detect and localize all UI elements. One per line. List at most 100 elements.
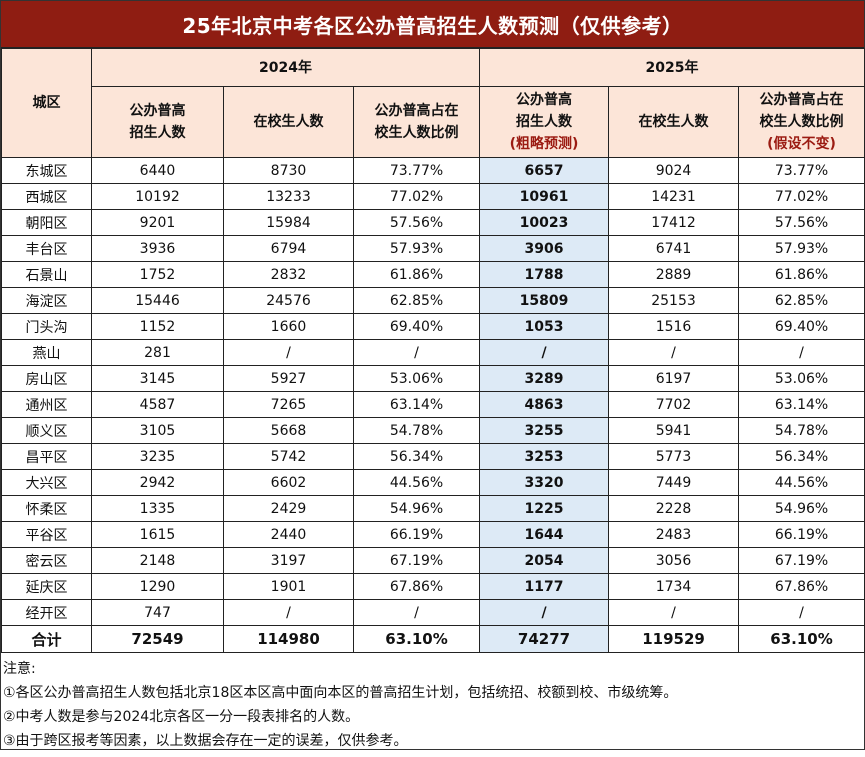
cell-students-2025: / <box>608 339 740 366</box>
cell-admit-2024: 3145 <box>91 365 224 392</box>
cell-students-2024: 5927 <box>223 365 354 392</box>
cell-students-2025: 14231 <box>608 183 740 210</box>
cell-students-2024: / <box>223 599 354 626</box>
table-row: 延庆区 1290 1901 67.86% 1177 1734 67.86% <box>1 573 865 600</box>
cell-ratio-2024: 56.34% <box>352 443 481 470</box>
cell-admit-2024: 2942 <box>91 469 224 496</box>
cell-students-2024: 8730 <box>223 157 354 184</box>
col-admit-2024-label: 公办普高 招生人数 <box>129 103 186 141</box>
col-admit-2024: 公办普高 招生人数 <box>91 86 224 158</box>
cell-district: 延庆区 <box>1 573 92 600</box>
col-admit-2025: 公办普高 招生人数 (粗略预测) <box>479 86 610 158</box>
year-2025-header: 2025年 <box>479 48 865 87</box>
cell-admit-2024: 1152 <box>91 313 224 340</box>
cell-district: 房山区 <box>1 365 92 392</box>
cell-ratio-2025: 44.56% <box>738 469 865 496</box>
cell-admit-2025: 3289 <box>479 365 610 392</box>
cell-district: 东城区 <box>1 157 92 184</box>
cell-district: 大兴区 <box>1 469 92 496</box>
cell-admit-2024: 6440 <box>91 157 224 184</box>
cell-admit-2024: 3235 <box>91 443 224 470</box>
cell-admit-2024: 1335 <box>91 495 224 522</box>
cell-ratio-2024: 54.96% <box>352 495 481 522</box>
cell-district: 门头沟 <box>1 313 92 340</box>
cell-students-2024: 1660 <box>223 313 354 340</box>
col-admit-2025-label: 公办普高 招生人数 <box>516 92 573 130</box>
cell-students-2025: 1734 <box>608 573 740 600</box>
cell-admit-2025: 3320 <box>479 469 610 496</box>
notes-heading: 注意: <box>3 661 36 677</box>
cell-ratio-2024: 67.86% <box>352 573 481 600</box>
cell-students-2024: 24576 <box>223 287 354 314</box>
cell-district: 通州区 <box>1 391 92 418</box>
cell-students-2025: 6741 <box>608 235 740 262</box>
cell-students-2025: 5941 <box>608 417 740 444</box>
table-row: 经开区 747// / / / <box>1 599 865 626</box>
cell-students-2024: 3197 <box>223 547 354 574</box>
cell-students-2024: 1901 <box>223 573 354 600</box>
table-row: 大兴区 2942 6602 44.56% 3320 7449 44.56% <box>1 469 865 496</box>
cell-admit-2025: / <box>479 339 610 366</box>
cell-admit-2024: 281 <box>91 339 224 366</box>
cell-admit-2025: 1788 <box>479 261 610 288</box>
cell-admit-2025: 1225 <box>479 495 610 522</box>
year-2024-header: 2024年 <box>90 48 481 87</box>
cell-admit-2024: 15446 <box>91 287 224 314</box>
cell-ratio-2024: 53.06% <box>352 365 481 392</box>
cell-students-2025: 3056 <box>608 547 740 574</box>
table-row: 东城区 6440 8730 73.77% 6657 9024 73.77% <box>1 157 865 184</box>
cell-district: 怀柔区 <box>1 495 92 522</box>
district-header: 城区 <box>1 48 92 158</box>
col-ratio-2025: 公办普高占在 校生人数比例 (假设不变) <box>738 86 865 158</box>
cell-ratio-2025: 54.78% <box>738 417 865 444</box>
cell-admit-2025: 3906 <box>479 235 610 262</box>
cell-ratio-2025: 63.14% <box>738 391 865 418</box>
table-row: 怀柔区 1335 2429 54.96% 1225 2228 54.96% <box>1 495 865 522</box>
cell-district: 燕山 <box>1 339 92 366</box>
col-ratio-2024: 公办普高占在 校生人数比例 <box>352 86 481 158</box>
cell-students-2024: 6794 <box>223 235 354 262</box>
cell-admit-2024: 3936 <box>91 235 224 262</box>
cell-ratio-2025: 66.19% <box>738 521 865 548</box>
cell-ratio-2024: 73.77% <box>352 157 481 184</box>
cell-admit-2024: 747 <box>91 599 224 626</box>
col-students-2024-label: 在校生人数 <box>253 114 324 130</box>
table-title: 25年北京中考各区公办普高招生人数预测（仅供参考） <box>1 1 864 48</box>
table-row: 通州区 4587 7265 63.14% 4863 7702 63.14% <box>1 391 865 418</box>
cell-admit-2024: 10192 <box>91 183 224 210</box>
cell-ratio-2025: 67.86% <box>738 573 865 600</box>
cell-students-2025: / <box>608 599 740 626</box>
cell-admit-2025: 74277 <box>479 625 610 653</box>
cell-ratio-2025: / <box>738 339 865 366</box>
notes-section: 注意: ①各区公办普高招生人数包括北京18区本区高中面向本区的普高招生计划，包括… <box>1 653 864 757</box>
cell-ratio-2025: 57.56% <box>738 209 865 236</box>
cell-students-2024: 15984 <box>223 209 354 236</box>
col-ratio-2025-note: (假设不变) <box>767 136 836 152</box>
cell-ratio-2024: 57.56% <box>352 209 481 236</box>
cell-students-2024: 6602 <box>223 469 354 496</box>
cell-ratio-2025: 56.34% <box>738 443 865 470</box>
table-row: 西城区 10192 13233 77.02% 10961 14231 77.02% <box>1 183 865 210</box>
cell-district: 丰台区 <box>1 235 92 262</box>
table-row: 顺义区 3105 5668 54.78% 3255 5941 54.78% <box>1 417 865 444</box>
cell-ratio-2025: 67.19% <box>738 547 865 574</box>
note-item-1: ①各区公办普高招生人数包括北京18区本区高中面向本区的普高招生计划，包括统招、校… <box>3 685 678 701</box>
cell-admit-2025: 3255 <box>479 417 610 444</box>
table-row: 丰台区 3936 6794 57.93% 3906 6741 57.93% <box>1 235 865 262</box>
cell-ratio-2024: 63.10% <box>352 625 481 653</box>
cell-district: 海淀区 <box>1 287 92 314</box>
cell-students-2025: 2889 <box>608 261 740 288</box>
cell-students-2025: 17412 <box>608 209 740 236</box>
cell-admit-2024: 1615 <box>91 521 224 548</box>
cell-students-2024: 5668 <box>223 417 354 444</box>
enrollment-table: 城区 2024年 2025年 公办普高 招生人数 在校生人数 公办普高占在 校生… <box>1 48 865 653</box>
note-item-3: ③由于跨区报考等因素，以上数据会存在一定的误差，仅供参考。 <box>3 733 408 749</box>
cell-students-2025: 25153 <box>608 287 740 314</box>
table-body: 东城区 6440 8730 73.77% 6657 9024 73.77% 西城区 10192 1… <box>1 157 865 653</box>
cell-ratio-2024: 63.14% <box>352 391 481 418</box>
cell-district: 石景山 <box>1 261 92 288</box>
cell-district: 平谷区 <box>1 521 92 548</box>
table-row: 石景山 1752 2832 61.86% 1788 2889 61.86% <box>1 261 865 288</box>
cell-admit-2024: 4587 <box>91 391 224 418</box>
